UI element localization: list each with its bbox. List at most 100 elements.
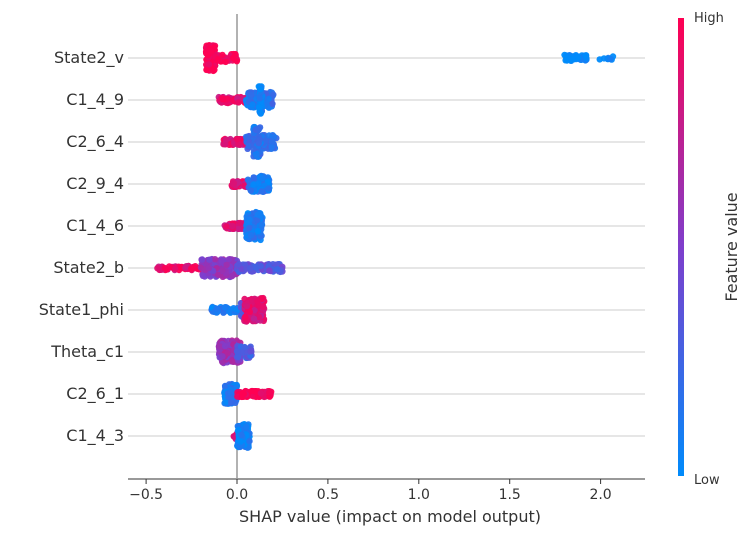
shap-point [582,52,590,59]
shap-point [243,303,250,310]
shap-point [213,305,221,312]
colorbar-gradient [678,18,684,476]
shap-point [254,297,261,305]
shap-point [257,109,265,117]
shap-point [229,358,236,365]
shap-point [203,66,210,74]
shap-point [269,100,276,108]
shap-point [259,174,266,182]
shap-point [232,50,239,58]
colorbar-low-label: Low [694,473,720,488]
shap-point [256,95,263,102]
shap-point [250,174,258,181]
x-ticks: −0.5 0.0 0.5 1.0 1.5 2.0 [129,479,612,503]
shap-point [233,348,241,355]
x-tick-label: 2.0 [589,487,611,503]
shap-point [249,101,256,108]
shap-point [253,152,260,159]
shap-point [235,426,242,434]
shap-point [257,212,264,219]
shap-point [255,180,262,187]
shap-point [218,258,225,265]
shap-point [209,65,216,73]
shap-point [171,265,179,272]
feature-label: C1_4_3 [66,426,124,446]
shap-point [246,308,253,316]
shap-point [251,306,258,314]
shap-point [254,227,262,235]
shap-point [607,55,614,63]
shap-point [161,264,169,272]
x-tick-label: 1.5 [499,487,521,503]
colorbar-title: Feature value [722,192,741,301]
x-tick-label: 0.5 [317,487,339,503]
shap-point [251,263,259,271]
shap-point [250,181,257,188]
shap-point [241,343,248,351]
shap-point [223,223,230,230]
shap-point [256,124,264,131]
shap-point [270,91,277,98]
shap-point [249,297,256,304]
shap-point [233,135,241,143]
shap-point [247,232,255,239]
shap-point [214,56,222,63]
feature-label: State1_phi [39,300,124,320]
shap-point [221,304,228,311]
feature-label: C2_6_1 [66,384,124,404]
shap-point [256,85,264,93]
shap-point [229,222,236,230]
shap-point [265,132,273,139]
shap-point [223,261,230,268]
dots [154,42,617,451]
shap-point [224,349,231,357]
shap-point [228,272,236,280]
shap-point [257,262,264,270]
shap-point [208,48,215,55]
shap-point [221,342,229,350]
shap-point [219,95,226,102]
shap-point [562,57,569,64]
feature-label: C2_6_4 [66,132,124,152]
feature-label: State2_b [53,258,124,278]
shap-point [255,313,263,321]
shap-point [219,267,226,274]
feature-label: C1_4_9 [66,90,124,110]
shap-point [246,224,253,232]
shap-point [219,51,226,59]
shap-point [235,99,242,106]
shap-point [216,343,224,350]
shap-point [250,315,258,322]
shap-point [246,216,253,223]
shap-point [233,58,240,65]
shap-point [575,54,582,62]
shap-point [256,104,263,111]
shap-point [242,313,249,320]
x-axis-label: SHAP value (impact on model output) [239,507,541,526]
shap-point [199,272,207,279]
shap-point [247,348,254,355]
shap-point [238,265,245,273]
shap-point [222,399,229,406]
feature-labels: State2_v C1_4_9 C2_6_4 C2_9_4 C1_4_6 State2_b… [39,48,124,446]
shap-point [237,438,244,445]
feature-label: C1_4_6 [66,216,124,236]
shap-point [230,180,238,187]
colorbar-high-label: High [694,11,724,26]
shap-point [219,353,226,360]
feature-label: C2_9_4 [66,174,124,194]
shap-point [222,136,229,143]
shap-point [205,264,212,272]
shap-point [568,55,575,63]
shap-point [234,393,241,400]
shap-point [268,144,275,151]
shap-point [246,438,253,445]
shap-point [206,256,213,263]
colorbar: High Low Feature value [678,11,741,488]
shap-point [258,221,265,228]
shap-point [244,176,252,183]
shap-point [238,431,245,439]
shap-point [250,145,257,153]
shap-point [228,399,235,406]
shap-point [225,256,232,263]
